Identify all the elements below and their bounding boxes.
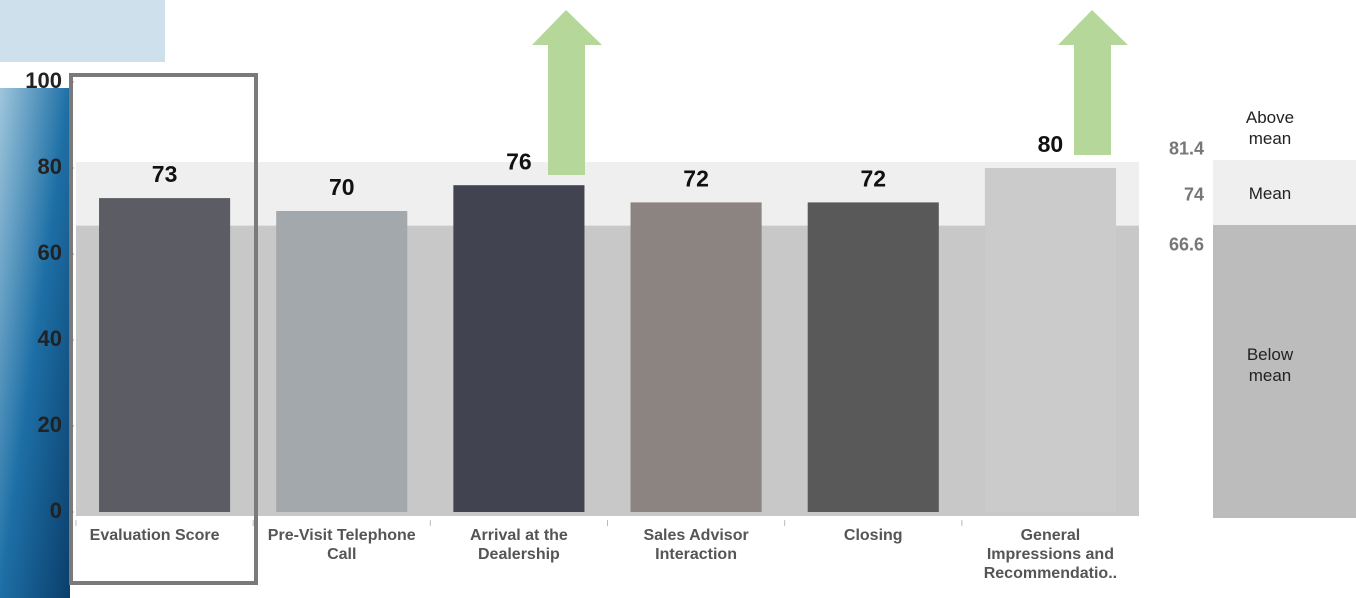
x-tick-label: Evaluation Score — [80, 526, 230, 545]
y-tick-label: 100 — [25, 68, 62, 93]
legend-label: Above mean — [1235, 107, 1305, 149]
y-tick-label: 60 — [38, 240, 62, 265]
data-label: 76 — [506, 148, 532, 174]
bar — [99, 198, 230, 512]
legend-label: Mean — [1235, 183, 1305, 204]
data-label: 73 — [152, 161, 178, 187]
y-tick-label: 40 — [38, 326, 62, 351]
x-tick-label: General Impressions and Recommendatio.. — [975, 526, 1125, 583]
bar — [985, 168, 1116, 512]
y-tick-label: 0 — [50, 498, 62, 523]
up-arrow — [532, 10, 602, 175]
above-mean-band — [76, 162, 1139, 226]
chart: 81.4 74 66.6 0 20 40 60 80 100 73 70 76 72 72 80 — [0, 0, 1356, 598]
bar — [453, 185, 584, 512]
bar — [631, 202, 762, 512]
x-tick-label: Sales Advisor Interaction — [621, 526, 771, 564]
x-tick-label: Arrival at the Dealership — [444, 526, 594, 564]
data-label: 72 — [860, 165, 886, 191]
data-label: 72 — [683, 165, 709, 191]
reference-label: 74 — [1184, 185, 1204, 205]
bar — [808, 202, 939, 512]
x-tick-label: Pre-Visit Telephone Call — [267, 526, 417, 564]
reference-label: 66.6 — [1169, 234, 1204, 254]
bar — [276, 211, 407, 512]
legend-label: Below mean — [1235, 344, 1305, 386]
data-label: 70 — [329, 174, 355, 200]
up-arrow — [1058, 10, 1128, 155]
logo-decoration — [0, 0, 165, 62]
y-tick-label: 20 — [38, 412, 62, 437]
x-tick-label: Closing — [798, 526, 948, 545]
y-tick-label: 80 — [38, 154, 62, 179]
below-mean-band — [76, 226, 1139, 516]
reference-label: 81.4 — [1169, 139, 1204, 159]
data-label: 80 — [1038, 131, 1064, 157]
page: {"chart_data": {"type": "bar", "categori… — [0, 0, 1356, 598]
